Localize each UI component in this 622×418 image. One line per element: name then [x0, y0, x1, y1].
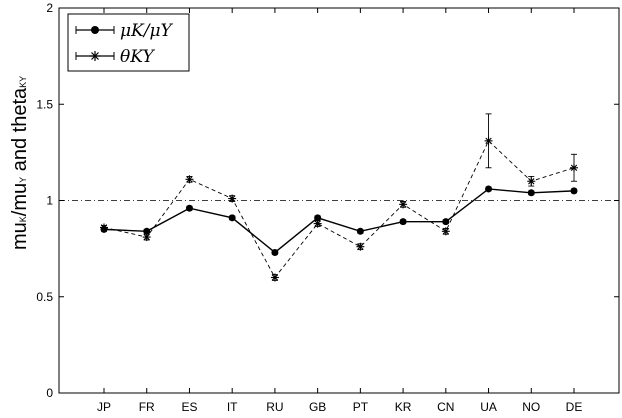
data-point	[271, 248, 279, 256]
data-point	[356, 227, 364, 235]
axis-layer: 0 0.5 1 1.5 2 JP FR ES IT RU GB PT KR CN UA NO DE	[36, 1, 619, 414]
series-layer	[100, 113, 578, 282]
series-line-2	[103, 140, 575, 279]
data-point	[441, 227, 450, 236]
data-point	[270, 273, 279, 282]
data-point	[313, 219, 322, 228]
marker-stroke	[528, 178, 535, 185]
data-point	[228, 214, 236, 222]
data-point	[314, 214, 322, 222]
y-tick-label: 0	[46, 386, 53, 400]
marker-stroke	[570, 164, 578, 171]
legend-marker-circle	[91, 26, 99, 34]
x-tick-label: CN	[437, 400, 454, 414]
data-point	[570, 163, 578, 172]
y-axis-label: muK/muY and thetaKY	[9, 76, 31, 250]
y-tick-label: 1.5	[36, 97, 53, 111]
legend-marker-asterisk	[90, 51, 100, 61]
legend-box	[67, 13, 190, 72]
data-point	[100, 223, 108, 232]
marker-stroke	[228, 195, 236, 202]
legend-item-series-1: μK/μY	[75, 21, 174, 41]
x-tick-label: PT	[353, 400, 369, 414]
legend-label-series-2: θKY	[120, 47, 155, 67]
legend-label-series-1: μK/μY	[120, 21, 174, 41]
x-tick-label: NO	[522, 400, 540, 414]
data-point	[527, 177, 536, 186]
marker-stroke	[485, 137, 492, 145]
data-point	[527, 189, 535, 197]
x-tick-label: KR	[395, 400, 412, 414]
x-tick-label: JP	[97, 400, 111, 414]
ylabel-subscript: K	[18, 216, 28, 222]
data-point	[570, 187, 578, 195]
x-tick-label: RU	[266, 400, 283, 414]
data-point	[485, 185, 493, 193]
y-tick-label: 2	[46, 1, 53, 15]
data-point	[143, 227, 151, 235]
x-tick-label: ES	[181, 400, 197, 414]
data-point	[484, 136, 493, 145]
x-tick-label: IT	[227, 400, 238, 414]
legend: μK/μY θKY	[67, 13, 190, 72]
marker-stroke	[357, 243, 364, 250]
y-tick-label: 1	[46, 194, 53, 208]
data-point	[399, 218, 407, 226]
series-2	[100, 113, 578, 282]
series-line-1	[103, 188, 575, 254]
marker-stroke	[271, 274, 279, 281]
marker-stroke	[442, 228, 450, 235]
x-tick-label: FR	[139, 400, 155, 414]
data-point	[442, 218, 450, 226]
ylabel-part: mu	[9, 222, 31, 250]
data-point	[228, 194, 237, 203]
series-1	[100, 185, 578, 256]
ylabel-subscript: KY	[18, 76, 28, 88]
x-tick-label: UA	[480, 400, 497, 414]
x-tick-label: DE	[566, 400, 583, 414]
data-point	[142, 233, 151, 242]
ylabel-subscript: Y	[18, 177, 28, 183]
marker-stroke	[143, 233, 150, 241]
data-point	[356, 242, 365, 251]
marker-stroke	[186, 176, 193, 183]
data-point	[399, 200, 408, 209]
marker-stroke	[100, 224, 108, 231]
marker-stroke	[399, 201, 407, 208]
y-tick-label: 0.5	[36, 290, 53, 304]
x-tick-label: GB	[309, 400, 326, 414]
data-point	[185, 175, 194, 184]
data-point	[185, 204, 193, 212]
legend-item-series-2: θKY	[75, 47, 155, 67]
ylabel-part: /mu	[9, 183, 31, 216]
ylabel-part: and theta	[9, 87, 31, 177]
marker-stroke	[314, 220, 321, 227]
